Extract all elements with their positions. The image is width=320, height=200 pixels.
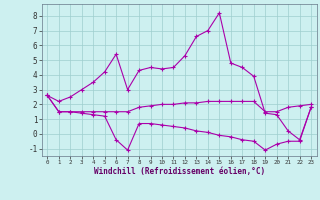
X-axis label: Windchill (Refroidissement éolien,°C): Windchill (Refroidissement éolien,°C) xyxy=(94,167,265,176)
